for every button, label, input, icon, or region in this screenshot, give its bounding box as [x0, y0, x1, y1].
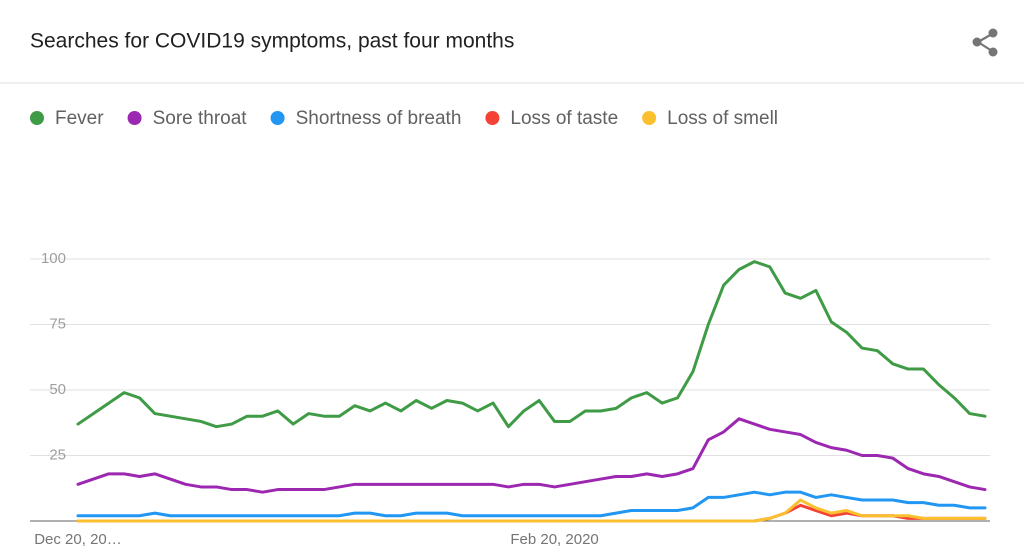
legend-label: Loss of taste — [510, 108, 618, 129]
legend-swatch — [485, 111, 500, 125]
legend-label: Loss of smell — [667, 108, 778, 129]
x-tick-label: Dec 20, 20… — [34, 531, 122, 548]
legend-label: Fever — [55, 108, 104, 129]
y-tick-label: 100 — [41, 250, 66, 267]
y-tick-label: 25 — [49, 446, 66, 463]
x-tick-label: Feb 20, 2020 — [510, 531, 598, 548]
chart-title: Searches for COVID19 symptoms, past four… — [30, 30, 514, 53]
series-line — [76, 260, 987, 429]
legend: Fever Sore throat Shortness of breath Loss … — [30, 108, 778, 129]
legend-swatch — [127, 111, 142, 125]
plot-area: 25 50 75 100 Dec 20, 20… Feb 20, 2020 — [30, 250, 990, 548]
legend-swatch — [30, 111, 44, 125]
series-line — [76, 503, 987, 523]
share-icon[interactable] — [972, 28, 998, 57]
legend-swatch — [642, 111, 657, 125]
legend-label: Shortness of breath — [296, 108, 462, 129]
series-line — [76, 490, 987, 518]
series-line — [76, 498, 987, 523]
series-line — [76, 417, 987, 494]
y-tick-label: 50 — [49, 381, 66, 398]
y-tick-label: 75 — [49, 315, 66, 332]
legend-label: Sore throat — [153, 108, 248, 129]
legend-swatch — [270, 111, 285, 125]
